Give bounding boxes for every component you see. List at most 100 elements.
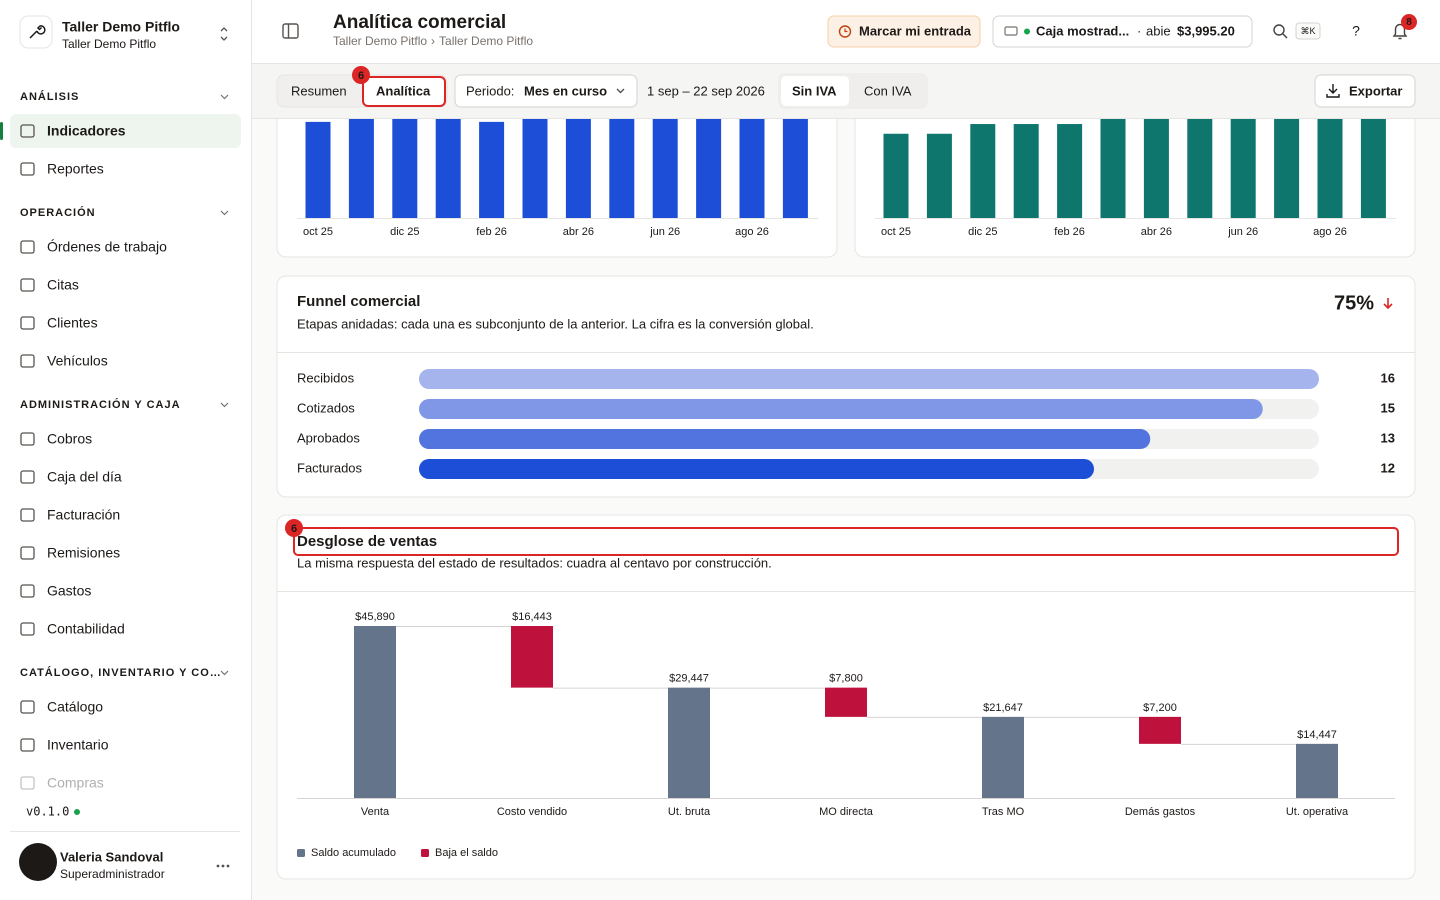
status-dot [1024, 28, 1030, 35]
bar [883, 133, 909, 218]
nav-item[interactable]: Citas [47, 277, 79, 293]
x-tick-label: Ut. operativa [1286, 806, 1349, 818]
value-label: $21,647 [983, 702, 1023, 714]
period-select[interactable] [454, 74, 638, 108]
nav-icon [20, 162, 35, 176]
value-label: $7,800 [829, 673, 863, 685]
nav-item[interactable]: Indicadores [47, 123, 126, 139]
breadcrumb-separator: › [431, 34, 435, 48]
menu-dot[interactable] [216, 864, 220, 868]
bar [479, 121, 505, 218]
nav-icon [20, 738, 35, 752]
menu-dot[interactable] [221, 864, 225, 868]
bell-icon[interactable] [1392, 23, 1408, 40]
active-indicator [0, 122, 3, 140]
help-button[interactable]: ? [1352, 23, 1360, 39]
clock-hand [844, 28, 848, 33]
x-tick-label: jun 26 [649, 226, 680, 238]
avatar[interactable] [19, 843, 57, 881]
bar [1013, 124, 1039, 218]
breadcrumb: Taller Demo Pitflo › Taller Demo Pitflo [333, 34, 533, 48]
nav-item[interactable]: Compras [47, 775, 104, 791]
bar [1057, 124, 1083, 218]
bar [782, 110, 808, 218]
nav-item[interactable]: Reportes [47, 161, 104, 177]
bar [419, 369, 1319, 389]
nav-section-title[interactable]: ANÁLISIS [20, 90, 79, 103]
nav-icon [20, 584, 35, 598]
nav-item[interactable]: Caja del día [47, 469, 122, 485]
breadcrumb-item[interactable]: Taller Demo Pitflo [439, 34, 533, 48]
bar [348, 110, 374, 218]
vat-active[interactable] [781, 76, 849, 106]
check-in-label[interactable]: Marcar mi entrada [859, 23, 972, 38]
nav-icon [20, 470, 35, 484]
nav-item[interactable]: Clientes [47, 315, 98, 331]
version: v0.1.0 [26, 805, 69, 819]
value-label: $7,200 [1143, 702, 1177, 714]
annotation-box [293, 527, 1399, 556]
tab-active[interactable] [362, 76, 446, 107]
notification-count: 8 [1406, 17, 1412, 28]
nav-item[interactable]: Cobros [47, 431, 92, 447]
x-tick-label: oct 25 [881, 226, 911, 238]
value-label: 16 [1381, 370, 1395, 385]
nav-item[interactable]: Órdenes de trabajo [47, 239, 167, 255]
value-label: $29,447 [669, 673, 709, 685]
bar [970, 124, 996, 218]
check-in-button[interactable] [827, 15, 981, 48]
vat-option[interactable]: Con IVA [864, 83, 912, 98]
nav-item[interactable]: Gastos [47, 583, 91, 599]
chart-title: Funnel comercial [297, 293, 420, 310]
nav-section-title[interactable]: ADMINISTRACIÓN Y CAJA [20, 398, 181, 411]
x-tick-label: oct 25 [303, 226, 333, 238]
tab[interactable]: Resumen [291, 83, 347, 98]
bar [1230, 110, 1256, 218]
x-tick-label: Demás gastos [1125, 806, 1196, 818]
search-icon[interactable] [1273, 24, 1285, 36]
x-tick-label: Venta [361, 806, 390, 818]
bar [419, 459, 1094, 479]
menu-dot[interactable] [226, 864, 230, 868]
tab[interactable]: Analítica [376, 83, 431, 98]
legend-swatch [297, 849, 305, 857]
nav-item[interactable]: Contabilidad [47, 621, 125, 637]
sidebar [0, 0, 251, 900]
sidebar-toggle[interactable] [282, 23, 299, 39]
cash-button[interactable] [992, 15, 1253, 48]
bar [609, 110, 635, 218]
nav-item-active[interactable] [10, 114, 241, 148]
nav-icon [20, 508, 35, 522]
nav-icon [20, 700, 35, 714]
user-name[interactable]: Valeria Sandoval [60, 849, 163, 864]
nav-item[interactable]: Remisiones [47, 545, 120, 561]
export-label[interactable]: Exportar [1349, 83, 1402, 98]
nav-item[interactable]: Inventario [47, 737, 109, 753]
bar [1100, 110, 1126, 218]
vat-option[interactable]: Sin IVA [792, 83, 837, 98]
notification-badge [1401, 14, 1417, 30]
period-value: Mes en curso [524, 83, 607, 98]
org-name[interactable]: Taller Demo Pitflo [62, 19, 180, 35]
nav-item[interactable]: Vehículos [47, 353, 108, 369]
bar [354, 626, 396, 798]
date-range: 1 sep – 22 sep 2026 [647, 83, 765, 98]
nav-icon [20, 278, 35, 292]
bar [1187, 110, 1213, 218]
bar [652, 110, 678, 218]
nav-item[interactable]: Facturación [47, 507, 120, 523]
nav-icon [20, 432, 35, 446]
export-button[interactable] [1314, 74, 1416, 108]
x-tick-label: jun 26 [1227, 226, 1258, 238]
nav-item[interactable]: Catálogo [47, 699, 103, 715]
bar [926, 133, 952, 218]
status-dot [74, 809, 80, 815]
stage-label: Recibidos [297, 370, 355, 385]
nav-section-title[interactable]: CATÁLOGO, INVENTARIO Y CO… [20, 666, 222, 679]
headline-value: 75% [1334, 292, 1374, 314]
breadcrumb-item[interactable]: Taller Demo Pitflo [333, 34, 427, 48]
chart-subtitle: Etapas anidadas: cada una es subconjunto… [297, 316, 814, 331]
bar [565, 110, 591, 218]
cash-status: abie [1146, 23, 1171, 38]
nav-section-title[interactable]: OPERACIÓN [20, 206, 96, 219]
